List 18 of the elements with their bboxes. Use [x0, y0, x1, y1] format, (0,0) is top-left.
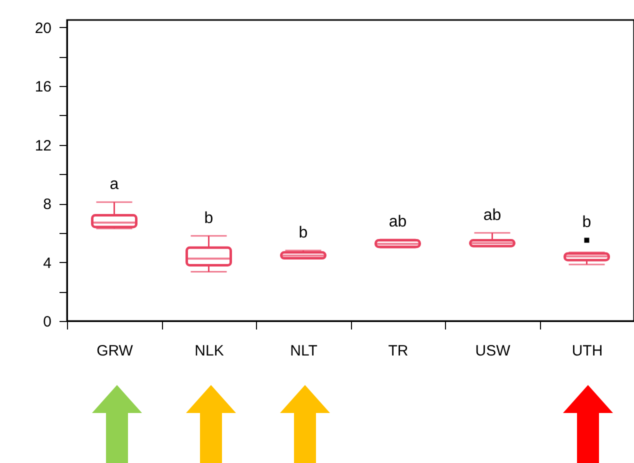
- x-tick-label: USW: [475, 342, 512, 360]
- annotation: b: [204, 210, 214, 227]
- annotation: ab: [388, 214, 407, 231]
- y-tick-label: 4: [43, 254, 52, 272]
- y-tick-label: 16: [34, 78, 52, 96]
- y-tick-label: 20: [34, 20, 52, 37]
- x-tick-label: NLT: [290, 342, 318, 360]
- x-tick-label: UTH: [572, 342, 603, 360]
- annotation: ab: [483, 206, 502, 224]
- y-tick-label: 12: [34, 137, 52, 154]
- annotation: b: [582, 214, 592, 232]
- x-tick-label: TR: [388, 342, 408, 360]
- annotation: a: [110, 176, 119, 194]
- y-tick-label: 8: [43, 196, 52, 214]
- x-tick-label: NLK: [194, 342, 224, 360]
- x-tick-label: GRW: [96, 342, 134, 360]
- annotation: b: [298, 224, 308, 242]
- y-tick-label: 0: [43, 314, 52, 330]
